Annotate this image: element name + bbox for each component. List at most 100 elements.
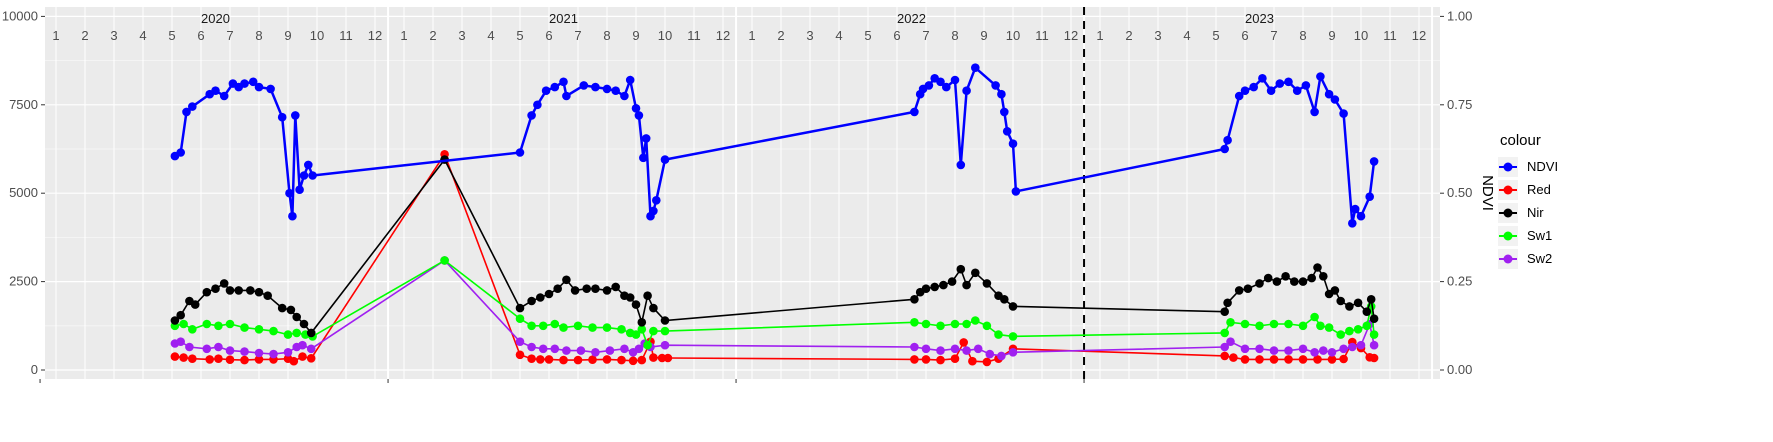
month-label: 7 <box>574 28 581 43</box>
data-point-nir <box>910 295 919 304</box>
right-tick-label: 0.00 <box>1447 362 1472 377</box>
data-point-ndvi <box>936 77 945 87</box>
data-point-red <box>205 355 214 364</box>
month-label: 3 <box>458 28 465 43</box>
data-point-sw2 <box>1226 337 1235 347</box>
month-label: 2 <box>81 28 88 43</box>
data-point-nir <box>1243 284 1253 294</box>
data-point-red <box>1220 351 1229 361</box>
data-point-sw1 <box>962 319 971 329</box>
data-point-nir <box>1298 277 1308 286</box>
data-point-ndvi <box>182 107 191 117</box>
data-point-sw1 <box>1269 319 1279 329</box>
data-point-sw1 <box>936 321 945 331</box>
legend-item-red: Red <box>1498 180 1551 200</box>
data-point-nir <box>625 293 635 302</box>
data-point-sw2 <box>1319 346 1328 355</box>
data-point-sw1 <box>202 319 212 329</box>
data-point-ndvi <box>1324 89 1334 99</box>
legend-label: Sw1 <box>1527 228 1552 243</box>
data-point-ndvi <box>533 100 542 110</box>
legend-label: NDVI <box>1527 159 1558 174</box>
data-point-nir <box>1008 302 1018 311</box>
right-tick-label: 0.25 <box>1447 274 1472 289</box>
data-point-red <box>1313 355 1322 364</box>
data-point-nir <box>1290 277 1299 286</box>
data-point-red <box>628 356 638 366</box>
month-label: 11 <box>1383 28 1397 43</box>
data-point-sw2 <box>1298 344 1308 354</box>
data-point-sw2 <box>950 344 960 354</box>
data-point-sw1 <box>1345 326 1354 336</box>
month-label: 8 <box>951 28 958 43</box>
month-label: 12 <box>716 28 730 43</box>
data-point-red <box>649 353 658 362</box>
data-point-ndvi <box>285 188 294 198</box>
data-point-nir <box>527 296 536 306</box>
data-point-ndvi <box>291 111 300 120</box>
data-point-ndvi <box>1008 139 1018 148</box>
data-point-sw2 <box>1327 348 1337 357</box>
data-point-ndvi <box>602 84 612 94</box>
data-point-sw1 <box>982 321 992 331</box>
data-point-ndvi <box>997 89 1006 99</box>
data-point-ndvi <box>634 111 644 120</box>
data-point-nir <box>1307 273 1316 283</box>
data-point-nir <box>562 275 571 285</box>
data-point-sw1 <box>527 321 536 331</box>
data-point-nir <box>1313 263 1322 272</box>
data-point-red <box>527 354 536 364</box>
data-point-sw2 <box>936 346 945 355</box>
data-point-sw2 <box>962 346 971 355</box>
month-label: 12 <box>1412 28 1426 43</box>
data-point-red <box>921 355 931 364</box>
data-point-sw2 <box>1255 344 1264 354</box>
right-tick-label: 0.50 <box>1447 185 1472 200</box>
month-label: 10 <box>1006 28 1020 43</box>
month-label: 9 <box>1328 28 1335 43</box>
data-point-ndvi <box>591 82 600 92</box>
data-point-ndvi <box>1356 211 1366 221</box>
data-point-red <box>170 352 180 361</box>
data-point-sw1 <box>573 321 583 331</box>
data-point-ndvi <box>559 77 568 87</box>
month-label: 11 <box>1035 28 1049 43</box>
month-label: 1 <box>400 28 407 43</box>
data-point-nir <box>637 318 647 327</box>
data-point-ndvi <box>1348 219 1357 228</box>
data-point-sw1 <box>188 325 197 334</box>
right-y-axis: 0.00 0.25 0.50 0.75 1.00 <box>1440 8 1472 377</box>
data-point-nir <box>921 284 931 294</box>
data-point-sw1 <box>1226 318 1235 327</box>
data-point-ndvi <box>1249 82 1258 92</box>
data-point-nir <box>299 319 309 329</box>
data-point-sw2 <box>1220 342 1229 352</box>
month-label: 7 <box>922 28 929 43</box>
data-point-red <box>240 355 249 365</box>
data-point-nir <box>277 303 287 313</box>
data-point-sw1 <box>1324 323 1334 332</box>
data-point-nir <box>536 293 545 302</box>
data-point-sw1 <box>1284 319 1293 329</box>
data-point-nir <box>591 284 600 294</box>
data-point-ndvi <box>1292 86 1302 95</box>
data-point-ndvi <box>910 107 919 117</box>
data-point-sw1 <box>921 319 931 329</box>
data-point-sw2 <box>214 342 223 352</box>
data-point-ndvi <box>611 86 620 95</box>
data-point-nir <box>1281 272 1290 281</box>
data-point-nir <box>544 289 554 299</box>
data-point-sw1 <box>1369 330 1379 339</box>
data-point-sw1 <box>179 319 188 329</box>
data-point-ndvi <box>248 77 258 87</box>
data-point-ndvi <box>308 171 317 180</box>
legend-key-point <box>1503 254 1513 264</box>
data-point-red <box>602 355 612 364</box>
data-point-nir <box>570 286 580 295</box>
data-point-red <box>1269 355 1279 364</box>
data-point-sw1 <box>1336 330 1345 339</box>
data-point-sw2 <box>605 346 615 355</box>
data-point-sw1 <box>994 330 1003 339</box>
data-point-ndvi <box>219 91 229 101</box>
left-tick-label: 0 <box>31 362 38 377</box>
